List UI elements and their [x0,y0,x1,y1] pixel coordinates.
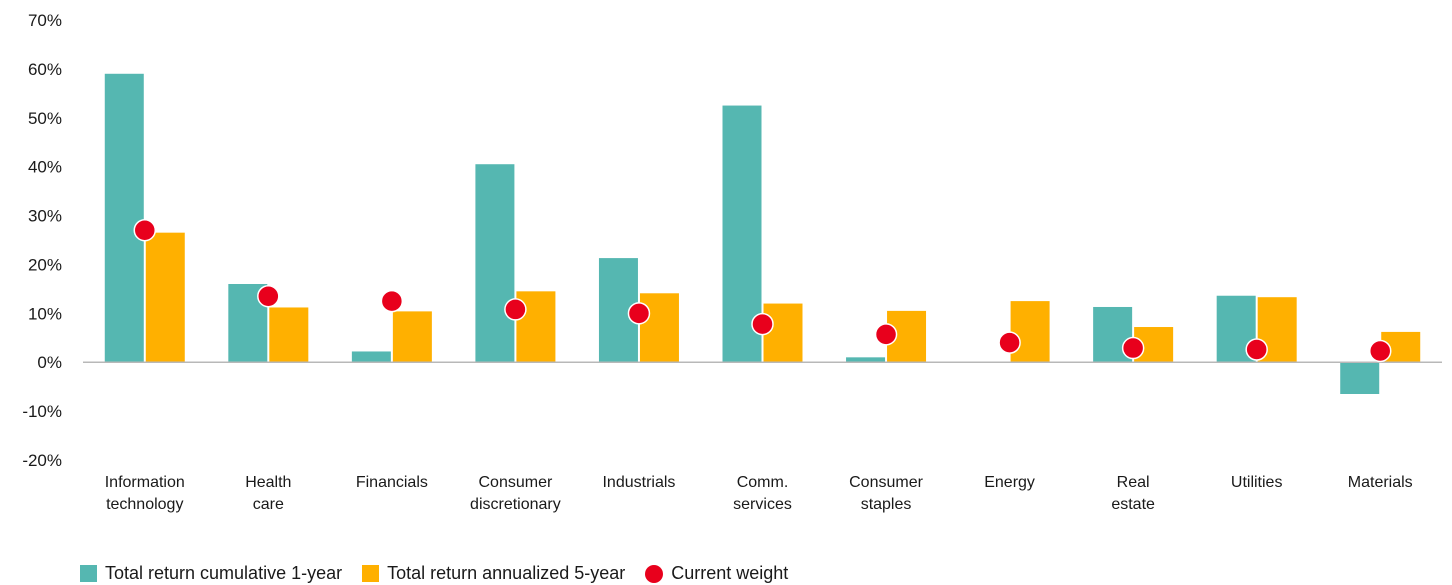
y-tick-label: 60% [28,60,62,79]
legend: Total return cumulative 1-year Total ret… [80,563,808,584]
legend-label-5year: Total return annualized 5-year [387,563,626,583]
point-current-weight [1121,336,1145,360]
x-category-label: Utilities [1231,474,1283,491]
x-category-label: Energy [984,474,1035,491]
bar-1year [104,73,144,363]
bar-5year [639,293,679,363]
x-axis-categories: Information technology Health care Financial… [105,474,1413,513]
bar-5year [763,303,803,363]
x-category-label: Consumer staples [849,474,923,513]
y-tick-label: 0% [37,353,62,372]
legend-swatch-5year [362,565,380,582]
points [133,218,1392,363]
legend-marker-weight [645,564,664,583]
bar-5year [392,311,432,363]
legend-item-weight: Current weight [645,563,788,584]
y-axis: 70% 60% 50% 40% 30% 20% 10% 0% -10% -20% [22,11,62,470]
bar-1year [1340,362,1380,394]
legend-item-1year: Total return cumulative 1-year [80,563,342,584]
bar-5year [269,307,309,363]
x-category-label: Real estate [1111,474,1155,513]
x-category-label: Materials [1348,474,1413,491]
x-category-label: Consumer discretionary [470,474,561,513]
y-tick-label: 20% [28,255,62,274]
legend-swatch-1year [80,565,97,582]
point-current-weight [257,284,280,308]
y-tick-label: -10% [22,402,62,421]
legend-label-1year: Total return cumulative 1-year [105,563,343,583]
bar-1year [846,357,886,363]
point-current-weight [1368,339,1392,363]
point-current-weight [751,312,774,336]
bar-1year [475,164,515,363]
y-tick-label: 40% [28,158,62,177]
legend-label-weight: Current weight [671,563,789,583]
legend-item-5year: Total return annualized 5-year [362,563,625,584]
bars [104,73,1421,394]
x-category-label: Comm. services [733,474,792,513]
x-category-label: Financials [356,474,428,491]
point-current-weight [627,302,651,325]
x-category-label: Industrials [602,474,675,491]
x-category-label: Health care [245,474,291,513]
y-tick-label: 70% [28,11,62,30]
point-current-weight [1245,338,1268,361]
bar-1year [351,351,391,363]
point-current-weight [380,289,404,313]
point-current-weight [998,331,1021,354]
y-tick-label: 50% [28,109,62,128]
x-category-label: Information technology [105,474,185,513]
y-tick-label: -20% [22,451,62,470]
y-tick-label: 30% [28,207,62,226]
bar-5year [145,232,185,363]
point-current-weight [874,323,898,346]
bar-5year [1010,301,1050,363]
point-current-weight [133,218,157,242]
point-current-weight [504,298,527,321]
y-tick-label: 10% [28,304,62,323]
